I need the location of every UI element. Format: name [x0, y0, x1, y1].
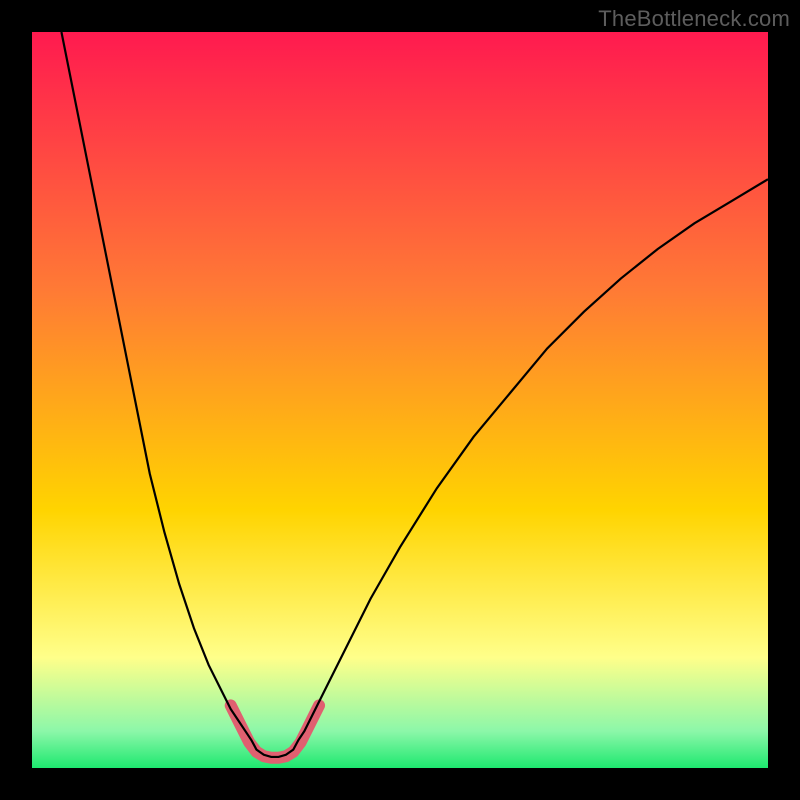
chart-canvas: TheBottleneck.com: [0, 0, 800, 800]
frame-left: [0, 0, 32, 800]
curve-svg: [32, 32, 768, 768]
plot-area: [32, 32, 768, 768]
frame-bottom: [0, 768, 800, 800]
frame-right: [768, 0, 800, 800]
valley-highlight: [231, 705, 319, 757]
watermark-text: TheBottleneck.com: [598, 6, 790, 32]
bottleneck-curve: [61, 32, 768, 757]
